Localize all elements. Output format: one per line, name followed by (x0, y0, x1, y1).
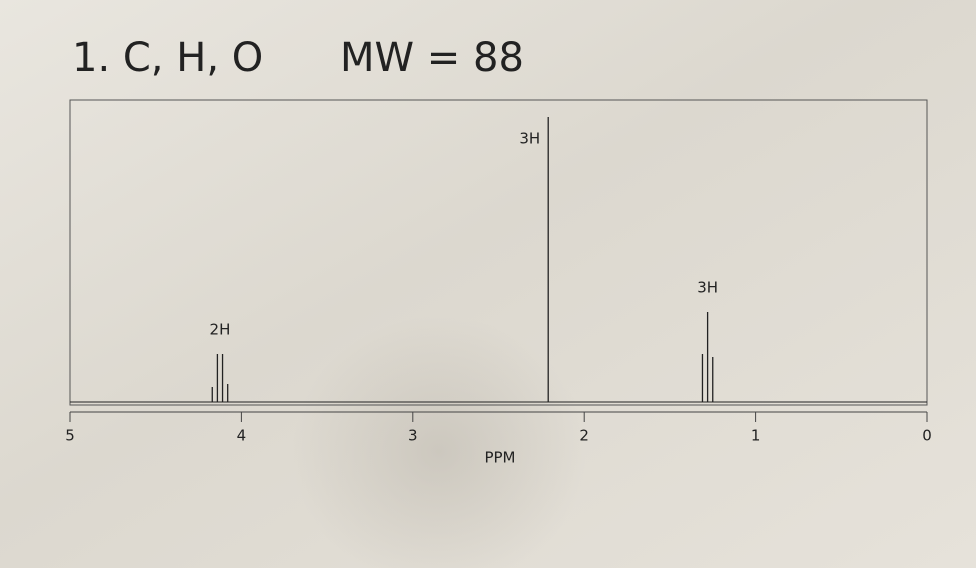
integration-label: 3H (697, 279, 718, 297)
x-axis-label: PPM (484, 449, 515, 467)
x-tick-label: 5 (65, 427, 75, 445)
chart-subtitle: MW = 88 (340, 35, 524, 81)
x-tick-label: 4 (237, 427, 247, 445)
x-tick-label: 2 (579, 427, 589, 445)
x-tick-label: 1 (751, 427, 761, 445)
integration-label: 2H (210, 321, 231, 339)
chart-title: 1. C, H, O (72, 35, 263, 81)
plot-frame (69, 99, 928, 406)
x-tick-label: 0 (922, 427, 932, 445)
integration-label: 3H (519, 130, 540, 148)
x-tick-label: 3 (408, 427, 418, 445)
shadow (250, 180, 670, 568)
